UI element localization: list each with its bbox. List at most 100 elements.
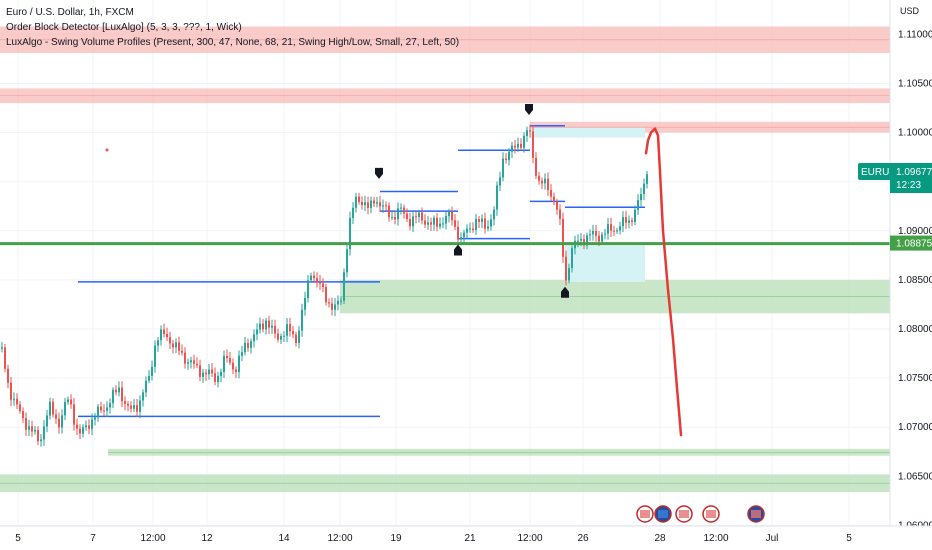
candle-body-49 xyxy=(148,376,150,381)
chart-legend: Euro / U.S. Dollar, 1h, FXCM Order Block… xyxy=(6,5,459,50)
candle-body-93 xyxy=(280,336,282,340)
candle-body-210 xyxy=(631,220,633,223)
event-icon-4 xyxy=(747,505,765,523)
candle-body-3 xyxy=(10,382,12,400)
candle-body-13 xyxy=(40,439,42,442)
candle-body-80 xyxy=(241,352,243,356)
candle-body-112 xyxy=(337,300,339,305)
indicator-swing-volume-profiles[interactable]: LuxAlgo - Swing Volume Profiles (Present… xyxy=(6,37,460,48)
candle-body-11 xyxy=(34,429,36,432)
candle-body-190 xyxy=(571,248,573,269)
candle-body-36 xyxy=(109,403,111,408)
candle-body-215 xyxy=(646,174,648,184)
candle-body-189 xyxy=(568,268,570,281)
candle-body-2 xyxy=(7,368,9,383)
candle-body-26 xyxy=(79,428,81,434)
candle-body-172 xyxy=(517,143,519,148)
candle-body-122 xyxy=(367,202,369,208)
candle-body-54 xyxy=(163,329,165,334)
candle-body-161 xyxy=(484,218,486,229)
candle-body-55 xyxy=(166,333,168,338)
candle-body-42 xyxy=(127,403,129,406)
candle-body-110 xyxy=(331,303,333,310)
candle-body-6 xyxy=(19,404,21,412)
candle-body-130 xyxy=(391,216,393,218)
candle-body-117 xyxy=(352,207,354,219)
current-price-value: 1.09677 xyxy=(896,167,932,178)
candle-body-53 xyxy=(160,329,162,341)
x-tick-5: 12:00 xyxy=(327,533,352,544)
red-dot-marker xyxy=(105,148,109,152)
candle-body-158 xyxy=(475,219,477,230)
candle-body-41 xyxy=(124,401,126,404)
x-tick-13: 5 xyxy=(846,533,852,544)
candle-body-185 xyxy=(556,202,558,210)
candle-body-27 xyxy=(82,427,84,434)
candle-body-19 xyxy=(58,418,60,428)
candle-body-74 xyxy=(223,355,225,372)
symbol-title[interactable]: Euro / U.S. Dollar, 1h, FXCM xyxy=(6,7,134,18)
candle-body-96 xyxy=(289,324,291,332)
candle-body-40 xyxy=(121,387,123,402)
candle-body-199 xyxy=(598,235,600,242)
candle-body-25 xyxy=(76,424,78,429)
x-tick-9: 26 xyxy=(577,533,589,544)
candle-body-109 xyxy=(328,302,330,304)
candle-body-16 xyxy=(49,401,51,416)
candle-body-176 xyxy=(529,130,531,132)
candle-body-179 xyxy=(538,175,540,181)
swing-marker-0 xyxy=(375,167,383,179)
projection-drawing xyxy=(644,127,683,437)
candle-body-86 xyxy=(259,323,261,330)
candle-body-162 xyxy=(487,226,489,229)
candle-body-121 xyxy=(364,202,366,206)
candle-body-102 xyxy=(307,280,309,298)
event-icon-2 xyxy=(675,505,693,523)
candle-body-125 xyxy=(376,202,378,204)
candle-body-39 xyxy=(118,387,120,393)
candle-body-148 xyxy=(445,216,447,224)
candle-body-124 xyxy=(373,200,375,204)
candle-body-202 xyxy=(607,224,609,234)
candle-body-82 xyxy=(247,342,249,348)
candle-body-88 xyxy=(265,320,267,330)
candle-body-70 xyxy=(211,369,213,374)
candle-body-107 xyxy=(322,283,324,288)
candle-body-187 xyxy=(562,218,564,257)
candle-body-170 xyxy=(511,145,513,152)
candle-body-60 xyxy=(181,350,183,353)
candle-body-52 xyxy=(157,340,159,346)
candle-body-167 xyxy=(502,158,504,178)
candle-body-0 xyxy=(1,347,3,349)
x-tick-3: 12 xyxy=(201,533,213,544)
candle-body-134 xyxy=(403,207,405,214)
x-tick-10: 28 xyxy=(654,533,666,544)
candle-body-67 xyxy=(202,372,204,377)
candle-body-120 xyxy=(361,201,363,206)
candle-body-173 xyxy=(520,143,522,148)
y-tick-8: 1.07000 xyxy=(898,422,932,433)
candle-body-132 xyxy=(397,208,399,220)
candle-body-46 xyxy=(139,400,141,412)
candle-body-118 xyxy=(355,196,357,208)
candle-body-131 xyxy=(394,216,396,220)
candle-body-98 xyxy=(295,334,297,343)
indicator-order-block-detector[interactable]: Order Block Detector [LuxAlgo] (5, 3, 3,… xyxy=(6,22,242,33)
candle-body-79 xyxy=(238,355,240,373)
candle-body-135 xyxy=(406,213,408,219)
candle-body-100 xyxy=(301,309,303,331)
candle-body-103 xyxy=(310,275,312,281)
y-tick-0: 1.11000 xyxy=(898,29,932,40)
candle-body-201 xyxy=(604,233,606,235)
candle-body-9 xyxy=(28,426,30,430)
candle-body-184 xyxy=(553,196,555,203)
candle-body-66 xyxy=(199,365,201,377)
candle-body-58 xyxy=(175,342,177,348)
candle-body-76 xyxy=(229,357,231,363)
candle-body-101 xyxy=(304,297,306,310)
candle-body-196 xyxy=(589,234,591,236)
candle-body-51 xyxy=(154,345,156,367)
candle-body-87 xyxy=(262,323,264,330)
candle-body-56 xyxy=(169,337,171,344)
